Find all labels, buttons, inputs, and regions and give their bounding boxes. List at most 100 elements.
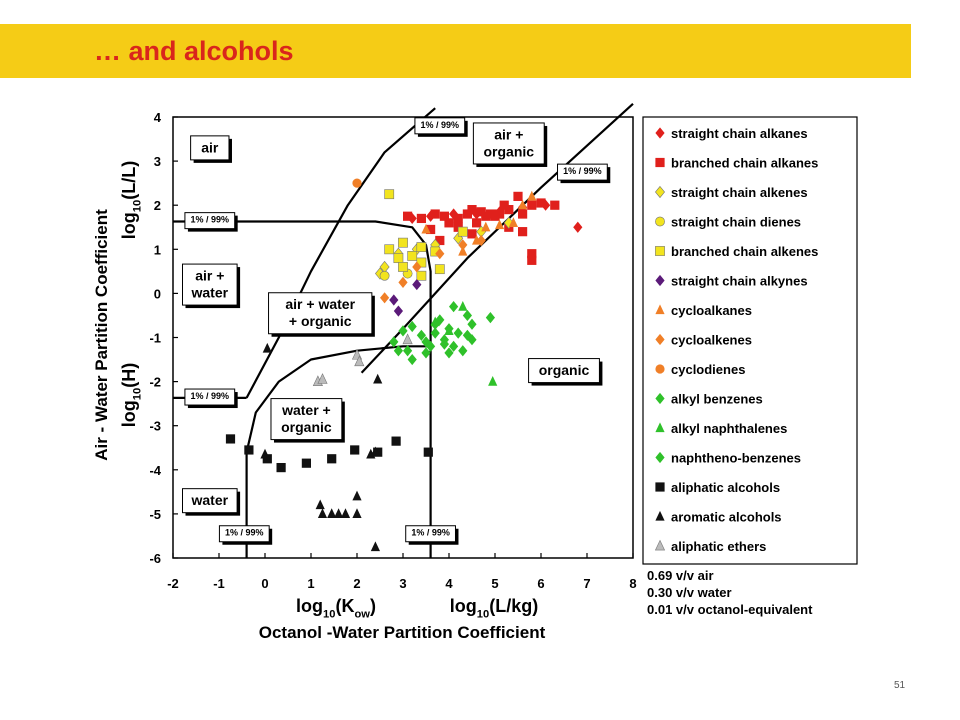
- y-axis-log-h: log10(H): [119, 363, 143, 427]
- legend-entry-straight-chain-alkanes: straight chain alkanes: [655, 126, 808, 141]
- footnote: 0.01 v/v octanol-equivalent: [647, 602, 813, 617]
- y-tick-label: 0: [154, 286, 161, 301]
- y-axis-title: Air - Water Partition Coefficient: [92, 209, 111, 461]
- x-tick-label: 0: [261, 576, 268, 591]
- legend-marker: [655, 451, 665, 464]
- slide-title: … and alcohols: [94, 36, 294, 66]
- series-cyclodienes: [352, 178, 362, 188]
- point-branched-chain-alkanes: [444, 218, 454, 228]
- legend-entry-branched-chain-alkenes: branched chain alkenes: [655, 244, 818, 259]
- point-aliphatic-alcohols: [327, 454, 337, 464]
- region-label-water-organic-text: water + organic: [281, 402, 332, 435]
- boundary-label-box: [184, 212, 236, 230]
- x-tick-label: 5: [491, 576, 498, 591]
- legend-label: alkyl benzenes: [671, 392, 763, 407]
- point-naphtheno-benzenes: [421, 347, 431, 359]
- series-aromatic-alcohols: [260, 342, 383, 552]
- boundary-label-text: 1% / 99%: [563, 166, 602, 176]
- legend-entry-alkyl-benzenes: alkyl benzenes: [655, 392, 763, 407]
- point-naphtheno-benzenes: [458, 345, 468, 357]
- legend-label: alkyl naphthalenes: [671, 421, 787, 436]
- y-tick-label: -4: [149, 463, 161, 478]
- point-cycloalkenes: [412, 261, 422, 273]
- legend: straight chain alkanes branched chain alk…: [642, 116, 858, 565]
- legend-label: branched chain alkenes: [671, 244, 818, 259]
- point-branched-chain-alkenes: [416, 270, 427, 281]
- point-branched-chain-alkanes: [467, 229, 477, 239]
- boundary-label: 1% / 99%: [218, 525, 273, 545]
- boundary-label-box: [414, 117, 466, 135]
- region-label-air-water-organic-box: [268, 292, 373, 335]
- point-cycloalkenes: [398, 276, 408, 288]
- point-branched-chain-alkanes: [439, 211, 449, 221]
- y-tick-label: 3: [154, 154, 161, 169]
- point-branched-chain-alkanes: [527, 200, 537, 210]
- point-alkyl-benzenes: [485, 312, 495, 324]
- boundary-label: 1% / 99%: [184, 212, 238, 232]
- point-aliphatic-alcohols: [423, 447, 433, 457]
- series-aliphatic-ethers: [312, 333, 413, 387]
- point-branched-chain-alkanes: [467, 205, 477, 215]
- point-straight-chain-alkynes: [389, 294, 399, 306]
- legend-label: cycloalkanes: [671, 303, 752, 318]
- legend-entry-cycloalkenes: cycloalkenes: [655, 333, 752, 348]
- point-branched-chain-alkanes: [504, 205, 514, 215]
- point-branched-chain-alkenes: [434, 264, 445, 275]
- point-branched-chain-alkanes: [550, 200, 560, 210]
- legend-marker: [655, 333, 665, 346]
- legend-entry-straight-chain-alkenes: straight chain alkenes: [655, 185, 808, 200]
- point-alkyl-naphthalenes: [458, 301, 468, 311]
- point-aromatic-alcohols: [373, 373, 383, 384]
- y-tick-label: 1: [154, 242, 161, 257]
- y-tick-label: 2: [154, 198, 161, 213]
- region-label-air-water-organic-text: air + water + organic: [285, 296, 355, 329]
- point-naphtheno-benzenes: [444, 347, 454, 359]
- point-alkyl-benzenes: [449, 340, 459, 352]
- footnote: 0.69 v/v air: [647, 568, 714, 583]
- y-tick-label: -2: [149, 375, 161, 390]
- legend-marker: [655, 422, 665, 433]
- point-aliphatic-ethers: [354, 355, 365, 367]
- series-cycloalkanes: [421, 190, 537, 256]
- x-tick-label: 1: [307, 576, 314, 591]
- point-aromatic-alcohols: [317, 508, 328, 518]
- region-label-organic: organic: [528, 358, 603, 386]
- legend-marker: [655, 482, 665, 492]
- series-cycloalkenes: [380, 234, 486, 304]
- x-tick-label: 7: [583, 576, 590, 591]
- point-branched-chain-alkanes: [495, 209, 505, 219]
- point-branched-chain-alkanes: [527, 255, 537, 265]
- boundary-label-box: [557, 163, 608, 181]
- region-label-water-organic: water + organic: [270, 398, 345, 443]
- legend-label: straight chain dienes: [671, 215, 801, 230]
- point-straight-chain-alkynes: [412, 278, 422, 291]
- legend-box: [642, 116, 858, 565]
- point-straight-chain-alkynes: [393, 305, 403, 317]
- region-label-air-text: air: [201, 139, 219, 155]
- legend-entry-naphtheno-benzenes: naphtheno-benzenes: [655, 451, 801, 466]
- boundary-label: 1% / 99%: [414, 117, 468, 137]
- point-cycloalkanes: [527, 190, 537, 201]
- legend-marker: [655, 216, 665, 227]
- x-axis-log-kow: log10(Kow): [296, 596, 376, 620]
- point-aliphatic-alcohols: [276, 462, 286, 473]
- point-aromatic-alcohols: [352, 490, 362, 501]
- point-branched-chain-alkanes: [472, 218, 482, 228]
- point-alkyl-benzenes: [407, 320, 417, 333]
- legend-label: cycloalkenes: [671, 333, 752, 348]
- point-branched-chain-alkanes: [518, 209, 528, 219]
- x-tick-label: -1: [213, 576, 225, 591]
- point-alkyl-benzenes: [416, 329, 426, 341]
- series-alkyl-naphthalenes: [430, 301, 498, 386]
- x-tick-label: 3: [399, 576, 406, 591]
- legend-label: branched chain alkanes: [671, 156, 818, 171]
- point-branched-chain-alkanes: [403, 211, 413, 221]
- point-branched-chain-alkenes: [384, 189, 395, 200]
- legend-entry-branched-chain-alkanes: branched chain alkanes: [655, 156, 818, 171]
- point-aromatic-alcohols: [262, 342, 272, 353]
- region-label-air-organic-text: air + organic: [484, 126, 535, 159]
- x-tick-label: 8: [629, 576, 636, 591]
- point-branched-chain-alkanes: [426, 224, 436, 235]
- point-branched-chain-alkenes: [398, 237, 408, 248]
- point-branched-chain-alkanes: [430, 209, 440, 219]
